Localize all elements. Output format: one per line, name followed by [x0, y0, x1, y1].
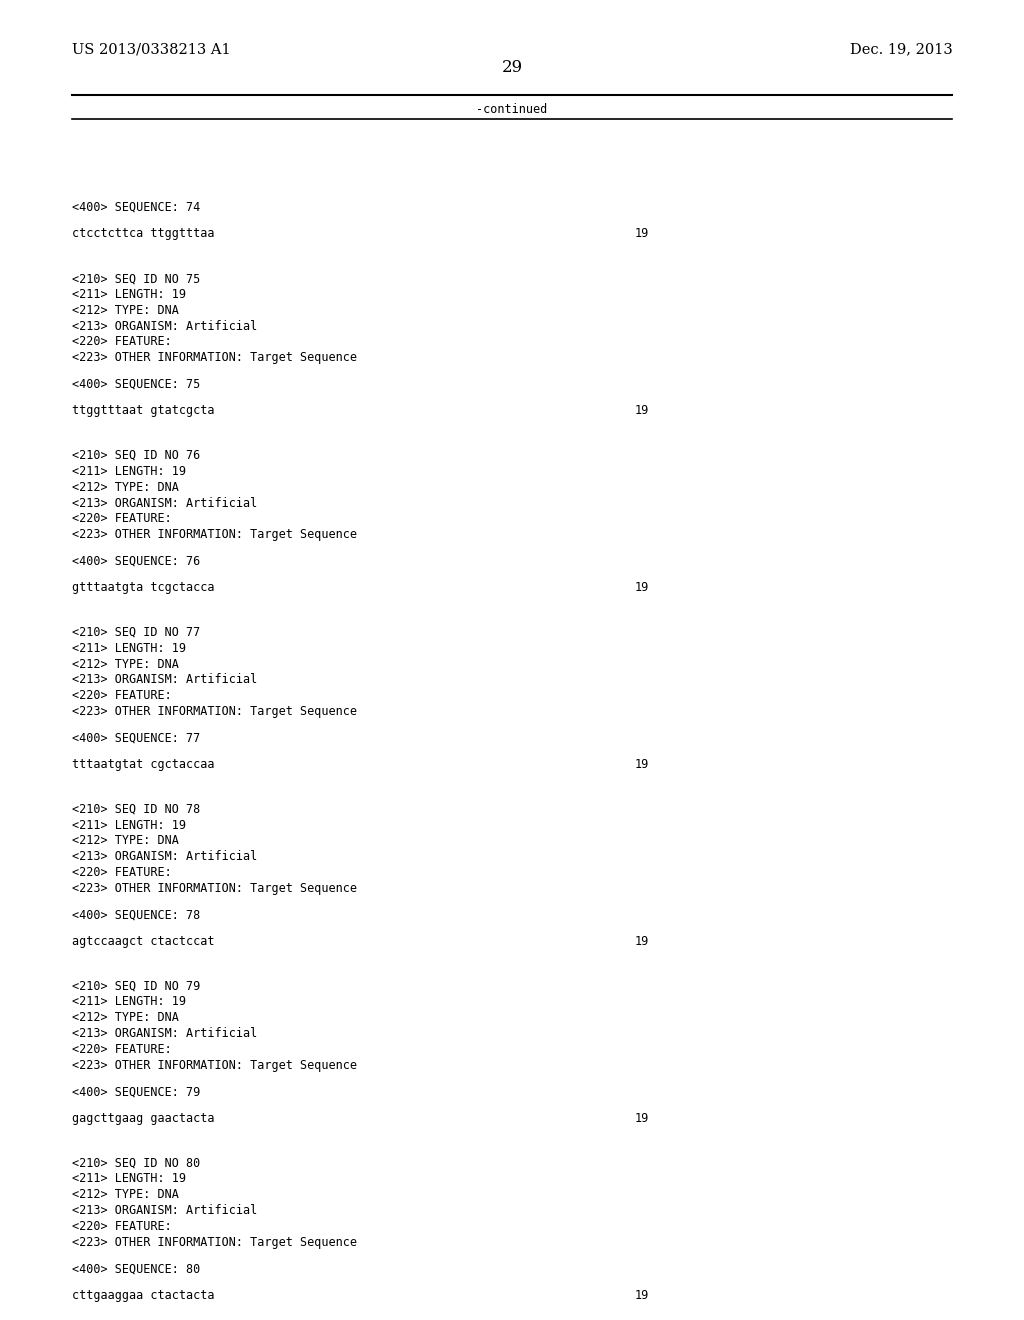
Text: <213> ORGANISM: Artificial: <213> ORGANISM: Artificial: [72, 850, 257, 863]
Text: gagcttgaag gaactacta: gagcttgaag gaactacta: [72, 1111, 214, 1125]
Text: <220> FEATURE:: <220> FEATURE:: [72, 335, 171, 348]
Text: 19: 19: [635, 935, 649, 948]
Text: 19: 19: [635, 1288, 649, 1302]
Text: <211> LENGTH: 19: <211> LENGTH: 19: [72, 288, 185, 301]
Text: <211> LENGTH: 19: <211> LENGTH: 19: [72, 818, 185, 832]
Text: <210> SEQ ID NO 80: <210> SEQ ID NO 80: [72, 1156, 200, 1170]
Text: <211> LENGTH: 19: <211> LENGTH: 19: [72, 1172, 185, 1185]
Text: <210> SEQ ID NO 75: <210> SEQ ID NO 75: [72, 272, 200, 285]
Text: <223> OTHER INFORMATION: Target Sequence: <223> OTHER INFORMATION: Target Sequence: [72, 1236, 356, 1249]
Text: 19: 19: [635, 758, 649, 771]
Text: <400> SEQUENCE: 74: <400> SEQUENCE: 74: [72, 201, 200, 214]
Text: <210> SEQ ID NO 79: <210> SEQ ID NO 79: [72, 979, 200, 993]
Text: 19: 19: [635, 227, 649, 240]
Text: <212> TYPE: DNA: <212> TYPE: DNA: [72, 657, 178, 671]
Text: <210> SEQ ID NO 77: <210> SEQ ID NO 77: [72, 626, 200, 639]
Text: <220> FEATURE:: <220> FEATURE:: [72, 866, 171, 879]
Text: <213> ORGANISM: Artificial: <213> ORGANISM: Artificial: [72, 1027, 257, 1040]
Text: <210> SEQ ID NO 76: <210> SEQ ID NO 76: [72, 449, 200, 462]
Text: ttggtttaat gtatcgcta: ttggtttaat gtatcgcta: [72, 404, 214, 417]
Text: <213> ORGANISM: Artificial: <213> ORGANISM: Artificial: [72, 496, 257, 510]
Text: <210> SEQ ID NO 78: <210> SEQ ID NO 78: [72, 803, 200, 816]
Text: <400> SEQUENCE: 78: <400> SEQUENCE: 78: [72, 908, 200, 921]
Text: 29: 29: [502, 59, 522, 77]
Text: <400> SEQUENCE: 75: <400> SEQUENCE: 75: [72, 378, 200, 391]
Text: <223> OTHER INFORMATION: Target Sequence: <223> OTHER INFORMATION: Target Sequence: [72, 351, 356, 364]
Text: <400> SEQUENCE: 76: <400> SEQUENCE: 76: [72, 554, 200, 568]
Text: <213> ORGANISM: Artificial: <213> ORGANISM: Artificial: [72, 1204, 257, 1217]
Text: <223> OTHER INFORMATION: Target Sequence: <223> OTHER INFORMATION: Target Sequence: [72, 528, 356, 541]
Text: <212> TYPE: DNA: <212> TYPE: DNA: [72, 480, 178, 494]
Text: <220> FEATURE:: <220> FEATURE:: [72, 689, 171, 702]
Text: <220> FEATURE:: <220> FEATURE:: [72, 512, 171, 525]
Text: <223> OTHER INFORMATION: Target Sequence: <223> OTHER INFORMATION: Target Sequence: [72, 882, 356, 895]
Text: 19: 19: [635, 1111, 649, 1125]
Text: 19: 19: [635, 404, 649, 417]
Text: agtccaagct ctactccat: agtccaagct ctactccat: [72, 935, 214, 948]
Text: gtttaatgta tcgctacca: gtttaatgta tcgctacca: [72, 581, 214, 594]
Text: <213> ORGANISM: Artificial: <213> ORGANISM: Artificial: [72, 319, 257, 333]
Text: <212> TYPE: DNA: <212> TYPE: DNA: [72, 304, 178, 317]
Text: <212> TYPE: DNA: <212> TYPE: DNA: [72, 834, 178, 847]
Text: <400> SEQUENCE: 80: <400> SEQUENCE: 80: [72, 1262, 200, 1275]
Text: <400> SEQUENCE: 79: <400> SEQUENCE: 79: [72, 1085, 200, 1098]
Text: <211> LENGTH: 19: <211> LENGTH: 19: [72, 465, 185, 478]
Text: Dec. 19, 2013: Dec. 19, 2013: [850, 42, 952, 57]
Text: <213> ORGANISM: Artificial: <213> ORGANISM: Artificial: [72, 673, 257, 686]
Text: <212> TYPE: DNA: <212> TYPE: DNA: [72, 1188, 178, 1201]
Text: <211> LENGTH: 19: <211> LENGTH: 19: [72, 995, 185, 1008]
Text: 19: 19: [635, 581, 649, 594]
Text: <220> FEATURE:: <220> FEATURE:: [72, 1043, 171, 1056]
Text: US 2013/0338213 A1: US 2013/0338213 A1: [72, 42, 230, 57]
Text: tttaatgtat cgctaccaa: tttaatgtat cgctaccaa: [72, 758, 214, 771]
Text: cttgaaggaa ctactacta: cttgaaggaa ctactacta: [72, 1288, 214, 1302]
Text: <212> TYPE: DNA: <212> TYPE: DNA: [72, 1011, 178, 1024]
Text: <400> SEQUENCE: 77: <400> SEQUENCE: 77: [72, 731, 200, 744]
Text: ctcctcttca ttggtttaa: ctcctcttca ttggtttaa: [72, 227, 214, 240]
Text: <223> OTHER INFORMATION: Target Sequence: <223> OTHER INFORMATION: Target Sequence: [72, 705, 356, 718]
Text: -continued: -continued: [476, 103, 548, 116]
Text: <223> OTHER INFORMATION: Target Sequence: <223> OTHER INFORMATION: Target Sequence: [72, 1059, 356, 1072]
Text: <220> FEATURE:: <220> FEATURE:: [72, 1220, 171, 1233]
Text: <211> LENGTH: 19: <211> LENGTH: 19: [72, 642, 185, 655]
